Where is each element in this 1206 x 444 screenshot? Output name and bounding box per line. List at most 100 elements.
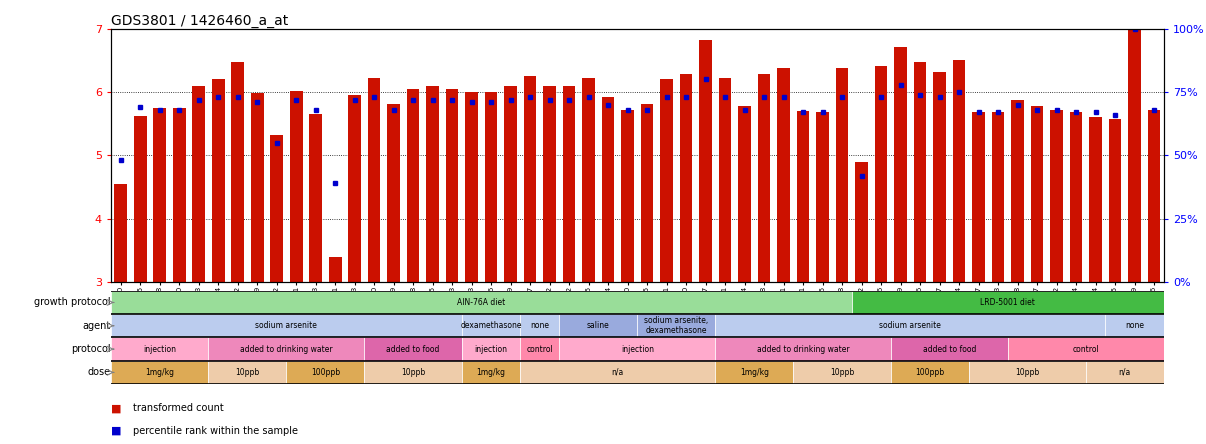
Text: 10ppb: 10ppb	[235, 368, 259, 377]
Bar	[462, 361, 521, 384]
Bar	[270, 135, 283, 282]
Bar	[715, 337, 891, 361]
Text: added to food: added to food	[386, 345, 440, 353]
Bar	[891, 361, 968, 384]
Bar	[462, 337, 521, 361]
Bar	[289, 91, 303, 282]
Text: 1mg/kg: 1mg/kg	[739, 368, 769, 377]
Bar	[1008, 337, 1164, 361]
Bar	[111, 314, 462, 337]
Bar	[582, 78, 595, 282]
Text: growth protocol: growth protocol	[34, 297, 111, 308]
Bar	[111, 291, 851, 314]
Text: sodium arsenite,
dexamethasone: sodium arsenite, dexamethasone	[644, 316, 708, 336]
Text: protocol: protocol	[71, 344, 111, 354]
Text: injection: injection	[621, 345, 654, 353]
Bar	[192, 86, 205, 282]
Bar	[368, 78, 381, 282]
Bar	[111, 337, 209, 361]
Bar	[364, 337, 462, 361]
Text: agent: agent	[83, 321, 111, 331]
Bar	[933, 72, 946, 282]
Bar	[209, 361, 287, 384]
Text: 10ppb: 10ppb	[830, 368, 854, 377]
Bar	[953, 60, 966, 282]
Bar	[1089, 118, 1102, 282]
Bar	[738, 106, 751, 282]
Bar	[523, 76, 537, 282]
Text: transformed count: transformed count	[133, 404, 223, 413]
Bar	[851, 291, 1164, 314]
Bar	[680, 75, 692, 282]
Bar	[426, 86, 439, 282]
Bar	[485, 92, 498, 282]
Bar	[560, 337, 715, 361]
Bar	[446, 89, 458, 282]
Text: 1mg/kg: 1mg/kg	[145, 368, 174, 377]
Text: 10ppb: 10ppb	[1015, 368, 1040, 377]
Bar	[794, 361, 891, 384]
Bar	[836, 68, 849, 282]
Text: none: none	[531, 321, 550, 330]
Bar	[699, 40, 712, 282]
Text: sodium arsenite: sodium arsenite	[879, 321, 941, 330]
Bar	[715, 314, 1105, 337]
Bar	[894, 47, 907, 282]
Bar	[757, 75, 771, 282]
Bar	[543, 86, 556, 282]
Text: n/a: n/a	[1119, 368, 1131, 377]
Bar	[797, 111, 809, 282]
Bar	[1031, 106, 1043, 282]
Bar	[972, 112, 985, 282]
Bar	[602, 97, 615, 282]
Bar	[364, 361, 462, 384]
Bar	[287, 361, 364, 384]
Bar	[115, 184, 127, 282]
Bar	[466, 92, 478, 282]
Text: control: control	[527, 345, 554, 353]
Text: dose: dose	[88, 367, 111, 377]
Bar	[991, 112, 1005, 282]
Bar	[1108, 119, 1122, 282]
Bar	[1011, 100, 1024, 282]
Bar	[891, 337, 1008, 361]
Text: GDS3801 / 1426460_a_at: GDS3801 / 1426460_a_at	[111, 14, 288, 28]
Bar	[153, 108, 166, 282]
Bar	[209, 337, 364, 361]
Bar	[816, 112, 829, 282]
Text: injection: injection	[144, 345, 176, 353]
Bar	[329, 257, 341, 282]
Text: 1mg/kg: 1mg/kg	[476, 368, 505, 377]
Bar	[640, 103, 654, 282]
Bar	[111, 361, 209, 384]
Bar	[777, 68, 790, 282]
Text: dexamethasone: dexamethasone	[461, 321, 522, 330]
Text: 10ppb: 10ppb	[402, 368, 426, 377]
Bar	[387, 103, 400, 282]
Bar	[855, 162, 868, 282]
Text: LRD-5001 diet: LRD-5001 diet	[980, 298, 1035, 307]
Text: control: control	[1072, 345, 1099, 353]
Text: none: none	[1125, 321, 1144, 330]
Text: n/a: n/a	[611, 368, 624, 377]
Bar	[309, 114, 322, 282]
Text: saline: saline	[587, 321, 610, 330]
Text: AIN-76A diet: AIN-76A diet	[457, 298, 505, 307]
Bar	[1148, 110, 1160, 282]
Bar	[232, 62, 244, 282]
Text: added to food: added to food	[923, 345, 976, 353]
Bar	[521, 337, 560, 361]
Bar	[719, 78, 732, 282]
Bar	[874, 66, 888, 282]
Bar	[462, 314, 521, 337]
Text: added to drinking water: added to drinking water	[240, 345, 333, 353]
Bar	[406, 89, 420, 282]
Text: sodium arsenite: sodium arsenite	[256, 321, 317, 330]
Bar	[637, 314, 715, 337]
Text: ■: ■	[111, 426, 122, 436]
Text: added to drinking water: added to drinking water	[757, 345, 849, 353]
Bar	[1085, 361, 1164, 384]
Text: 100ppb: 100ppb	[311, 368, 340, 377]
Bar	[621, 110, 634, 282]
Bar	[1070, 112, 1083, 282]
